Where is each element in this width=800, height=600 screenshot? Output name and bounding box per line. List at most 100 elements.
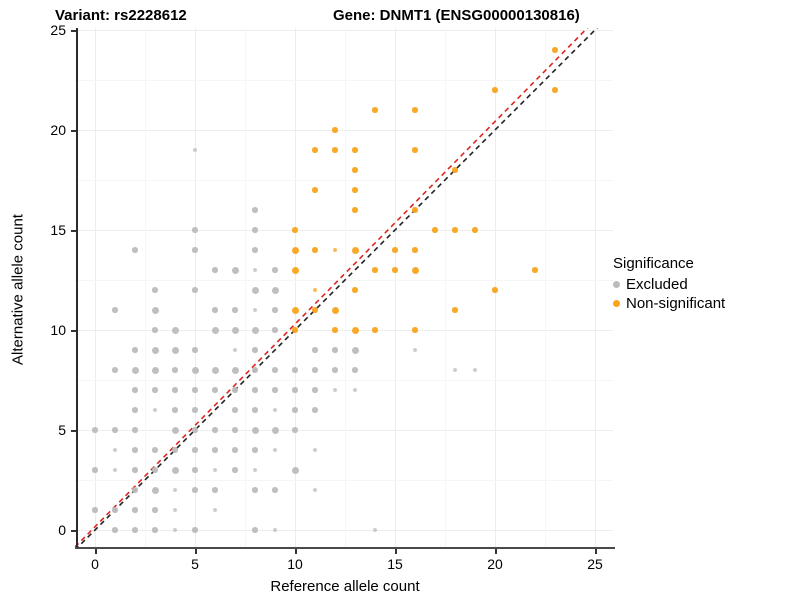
plot-panel <box>75 28 613 548</box>
y-tick <box>71 530 76 532</box>
data-point-excluded <box>132 527 138 533</box>
gridline <box>75 530 613 531</box>
data-point-excluded <box>332 367 338 373</box>
data-point-non-significant <box>492 87 498 93</box>
data-point-excluded <box>171 426 179 434</box>
data-point-excluded <box>272 367 278 373</box>
x-axis-title: Reference allele count <box>270 578 420 595</box>
data-point-excluded <box>132 247 138 253</box>
legend-item-label: Non-significant <box>626 295 726 312</box>
data-point-non-significant <box>312 187 318 193</box>
y-tick <box>71 430 76 432</box>
data-point-excluded <box>252 407 258 413</box>
data-point-excluded <box>153 408 157 412</box>
data-point-excluded <box>272 307 278 313</box>
x-tick-label: 5 <box>191 556 199 572</box>
data-point-non-significant <box>452 307 458 313</box>
data-point-excluded <box>231 366 239 374</box>
excluded-dot-icon <box>613 281 620 288</box>
gridline <box>295 28 296 548</box>
data-point-excluded <box>172 367 178 373</box>
data-point-non-significant <box>312 147 318 153</box>
data-point-excluded <box>312 347 318 353</box>
data-point-excluded <box>212 307 218 313</box>
legend-title: Significance <box>613 255 694 272</box>
data-point-excluded <box>172 447 178 453</box>
data-point-excluded <box>273 448 277 452</box>
data-point-non-significant <box>412 147 418 153</box>
data-point-excluded <box>191 366 199 374</box>
data-point-non-significant <box>412 327 418 333</box>
data-point-non-significant <box>352 147 358 153</box>
data-point-excluded <box>212 267 218 273</box>
data-point-non-significant <box>292 327 298 333</box>
gridline <box>75 430 613 431</box>
data-point-excluded <box>192 347 198 353</box>
data-point-excluded <box>252 387 258 393</box>
gridline <box>75 230 613 231</box>
data-point-non-significant <box>432 227 438 233</box>
data-point-excluded <box>453 368 457 372</box>
gridline <box>75 380 613 381</box>
data-point-excluded <box>413 348 417 352</box>
data-point-excluded <box>132 487 138 493</box>
data-point-non-significant <box>333 248 337 252</box>
data-point-excluded <box>152 467 158 473</box>
data-point-excluded <box>112 507 118 513</box>
data-point-excluded <box>132 427 138 433</box>
data-point-excluded <box>192 247 198 253</box>
data-point-excluded <box>252 207 258 213</box>
data-point-excluded <box>151 486 159 494</box>
data-point-excluded <box>92 427 98 433</box>
x-tick <box>295 549 297 554</box>
data-point-excluded <box>132 387 138 393</box>
data-point-excluded <box>373 528 377 532</box>
data-point-excluded <box>292 407 298 413</box>
gridline <box>75 130 613 131</box>
data-point-non-significant <box>313 288 317 292</box>
data-point-excluded <box>173 528 177 532</box>
legend-item-label: Excluded <box>626 276 688 293</box>
data-point-excluded <box>173 488 177 492</box>
data-point-non-significant <box>292 227 298 233</box>
data-point-non-significant <box>352 187 358 193</box>
data-point-excluded <box>252 447 258 453</box>
data-point-non-significant <box>352 287 358 293</box>
data-point-excluded <box>252 347 258 353</box>
x-tick-label: 0 <box>91 556 99 572</box>
data-point-excluded <box>232 407 238 413</box>
data-point-excluded <box>251 326 259 334</box>
data-point-excluded <box>192 447 198 453</box>
identity-line <box>75 28 599 548</box>
data-point-non-significant <box>452 167 458 173</box>
data-point-non-significant <box>331 306 339 314</box>
data-point-excluded <box>192 487 198 493</box>
data-point-excluded <box>292 427 298 433</box>
data-point-excluded <box>232 387 238 393</box>
y-tick <box>71 130 76 132</box>
data-point-excluded <box>272 487 278 493</box>
x-axis-line <box>75 547 615 549</box>
data-point-excluded <box>192 407 198 413</box>
data-point-excluded <box>113 448 117 452</box>
data-point-excluded <box>232 427 238 433</box>
data-point-excluded <box>271 286 279 294</box>
y-tick <box>71 330 76 332</box>
data-point-non-significant <box>552 47 558 53</box>
data-point-excluded <box>132 447 138 453</box>
data-point-excluded <box>192 527 198 533</box>
x-tick <box>395 549 397 554</box>
data-point-excluded <box>333 388 337 392</box>
data-point-excluded <box>171 326 179 334</box>
data-point-excluded <box>252 247 258 253</box>
data-point-excluded <box>152 507 158 513</box>
data-point-excluded <box>231 326 239 334</box>
data-point-non-significant <box>332 147 338 153</box>
data-point-excluded <box>132 407 138 413</box>
x-tick-label: 20 <box>487 556 503 572</box>
data-point-non-significant <box>411 266 419 274</box>
data-point-non-significant <box>372 267 378 273</box>
data-point-non-significant <box>332 327 338 333</box>
x-tick <box>195 549 197 554</box>
